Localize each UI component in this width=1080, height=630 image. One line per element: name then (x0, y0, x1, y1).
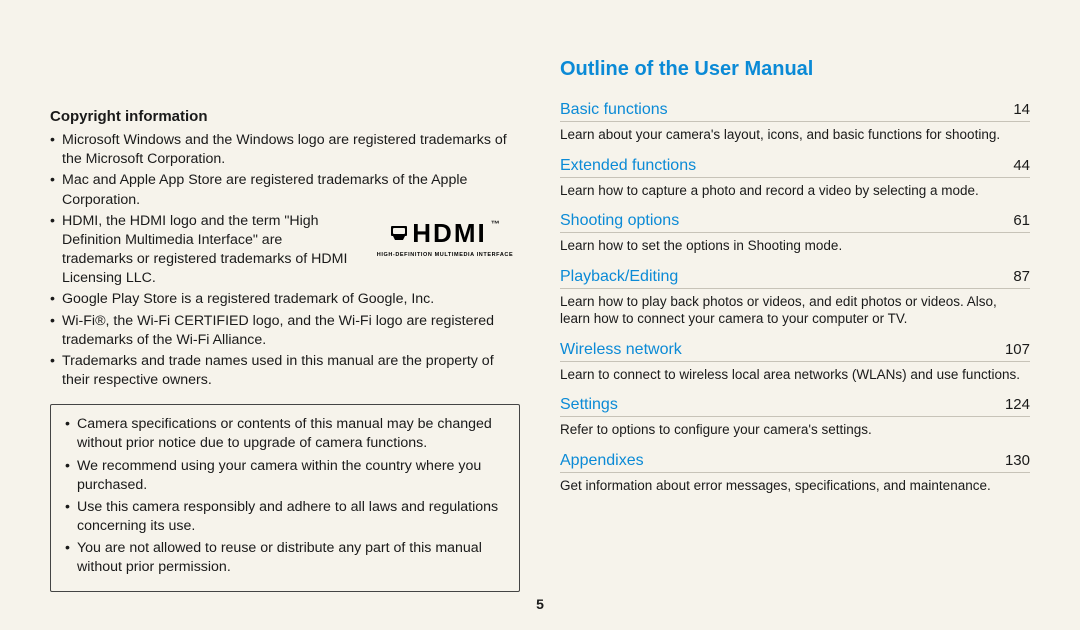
list-item: We recommend using your camera within th… (65, 457, 505, 495)
notice-box: Camera specifications or contents of thi… (50, 404, 520, 591)
toc-desc: Get information about error messages, sp… (560, 477, 1030, 495)
toc-page: 87 (1013, 268, 1030, 285)
toc-name[interactable]: Basic functions (560, 101, 668, 119)
left-column: Copyright information Microsoft Windows … (50, 40, 520, 580)
toc-desc: Learn how to capture a photo and record … (560, 182, 1030, 200)
list-item: Use this camera responsibly and adhere t… (65, 498, 505, 536)
toc-name[interactable]: Shooting options (560, 212, 679, 230)
toc-entry: Extended functions 44 Learn how to captu… (560, 157, 1030, 200)
toc-name[interactable]: Appendixes (560, 452, 644, 470)
toc-desc: Learn how to play back photos or videos,… (560, 293, 1030, 328)
toc-name[interactable]: Wireless network (560, 341, 682, 359)
page-number: 5 (0, 596, 1080, 612)
copyright-list: Microsoft Windows and the Windows logo a… (50, 131, 520, 390)
copyright-heading: Copyright information (50, 108, 520, 125)
toc-entry: Appendixes 130 Get information about err… (560, 452, 1030, 495)
toc-entry: Playback/Editing 87 Learn how to play ba… (560, 268, 1030, 328)
toc-page: 130 (1005, 452, 1030, 469)
toc-name[interactable]: Settings (560, 396, 618, 414)
hdmi-subtext: HIGH-DEFINITION MULTIMEDIA INTERFACE (370, 252, 520, 259)
hdmi-logo-text: HDMI (412, 216, 486, 251)
toc-page: 124 (1005, 396, 1030, 413)
outline-title: Outline of the User Manual (560, 40, 1030, 81)
toc-desc: Learn about your camera's layout, icons,… (560, 126, 1030, 144)
list-item: Trademarks and trade names used in this … (50, 352, 520, 390)
toc-page: 14 (1013, 101, 1030, 118)
list-item: HDMI, the HDMI logo and the term "High D… (50, 212, 356, 289)
toc-name[interactable]: Extended functions (560, 157, 696, 175)
list-item: You are not allowed to reuse or distribu… (65, 539, 505, 577)
hdmi-connector-icon (390, 222, 408, 244)
list-item: Wi-Fi®, the Wi-Fi CERTIFIED logo, and th… (50, 312, 520, 350)
toc-page: 61 (1013, 212, 1030, 229)
toc-page: 44 (1013, 157, 1030, 174)
toc-page: 107 (1005, 341, 1030, 358)
hdmi-tm: ™ (491, 218, 500, 230)
toc-entry: Shooting options 61 Learn how to set the… (560, 212, 1030, 255)
toc-entry: Wireless network 107 Learn to connect to… (560, 341, 1030, 384)
hdmi-logo: HDMI ™ HIGH-DEFINITION MULTIMEDIA INTERF… (370, 216, 520, 260)
list-item: Microsoft Windows and the Windows logo a… (50, 131, 520, 169)
toc-name[interactable]: Playback/Editing (560, 268, 678, 286)
right-column: Outline of the User Manual Basic functio… (560, 40, 1030, 580)
toc-desc: Learn to connect to wireless local area … (560, 366, 1030, 384)
toc-entry: Basic functions 14 Learn about your came… (560, 101, 1030, 144)
list-item: Google Play Store is a registered tradem… (50, 290, 520, 309)
toc-entry: Settings 124 Refer to options to configu… (560, 396, 1030, 439)
toc-desc: Learn how to set the options in Shooting… (560, 237, 1030, 255)
list-item: Camera specifications or contents of thi… (65, 415, 505, 453)
toc-desc: Refer to options to configure your camer… (560, 421, 1030, 439)
list-item: Mac and Apple App Store are registered t… (50, 171, 520, 209)
